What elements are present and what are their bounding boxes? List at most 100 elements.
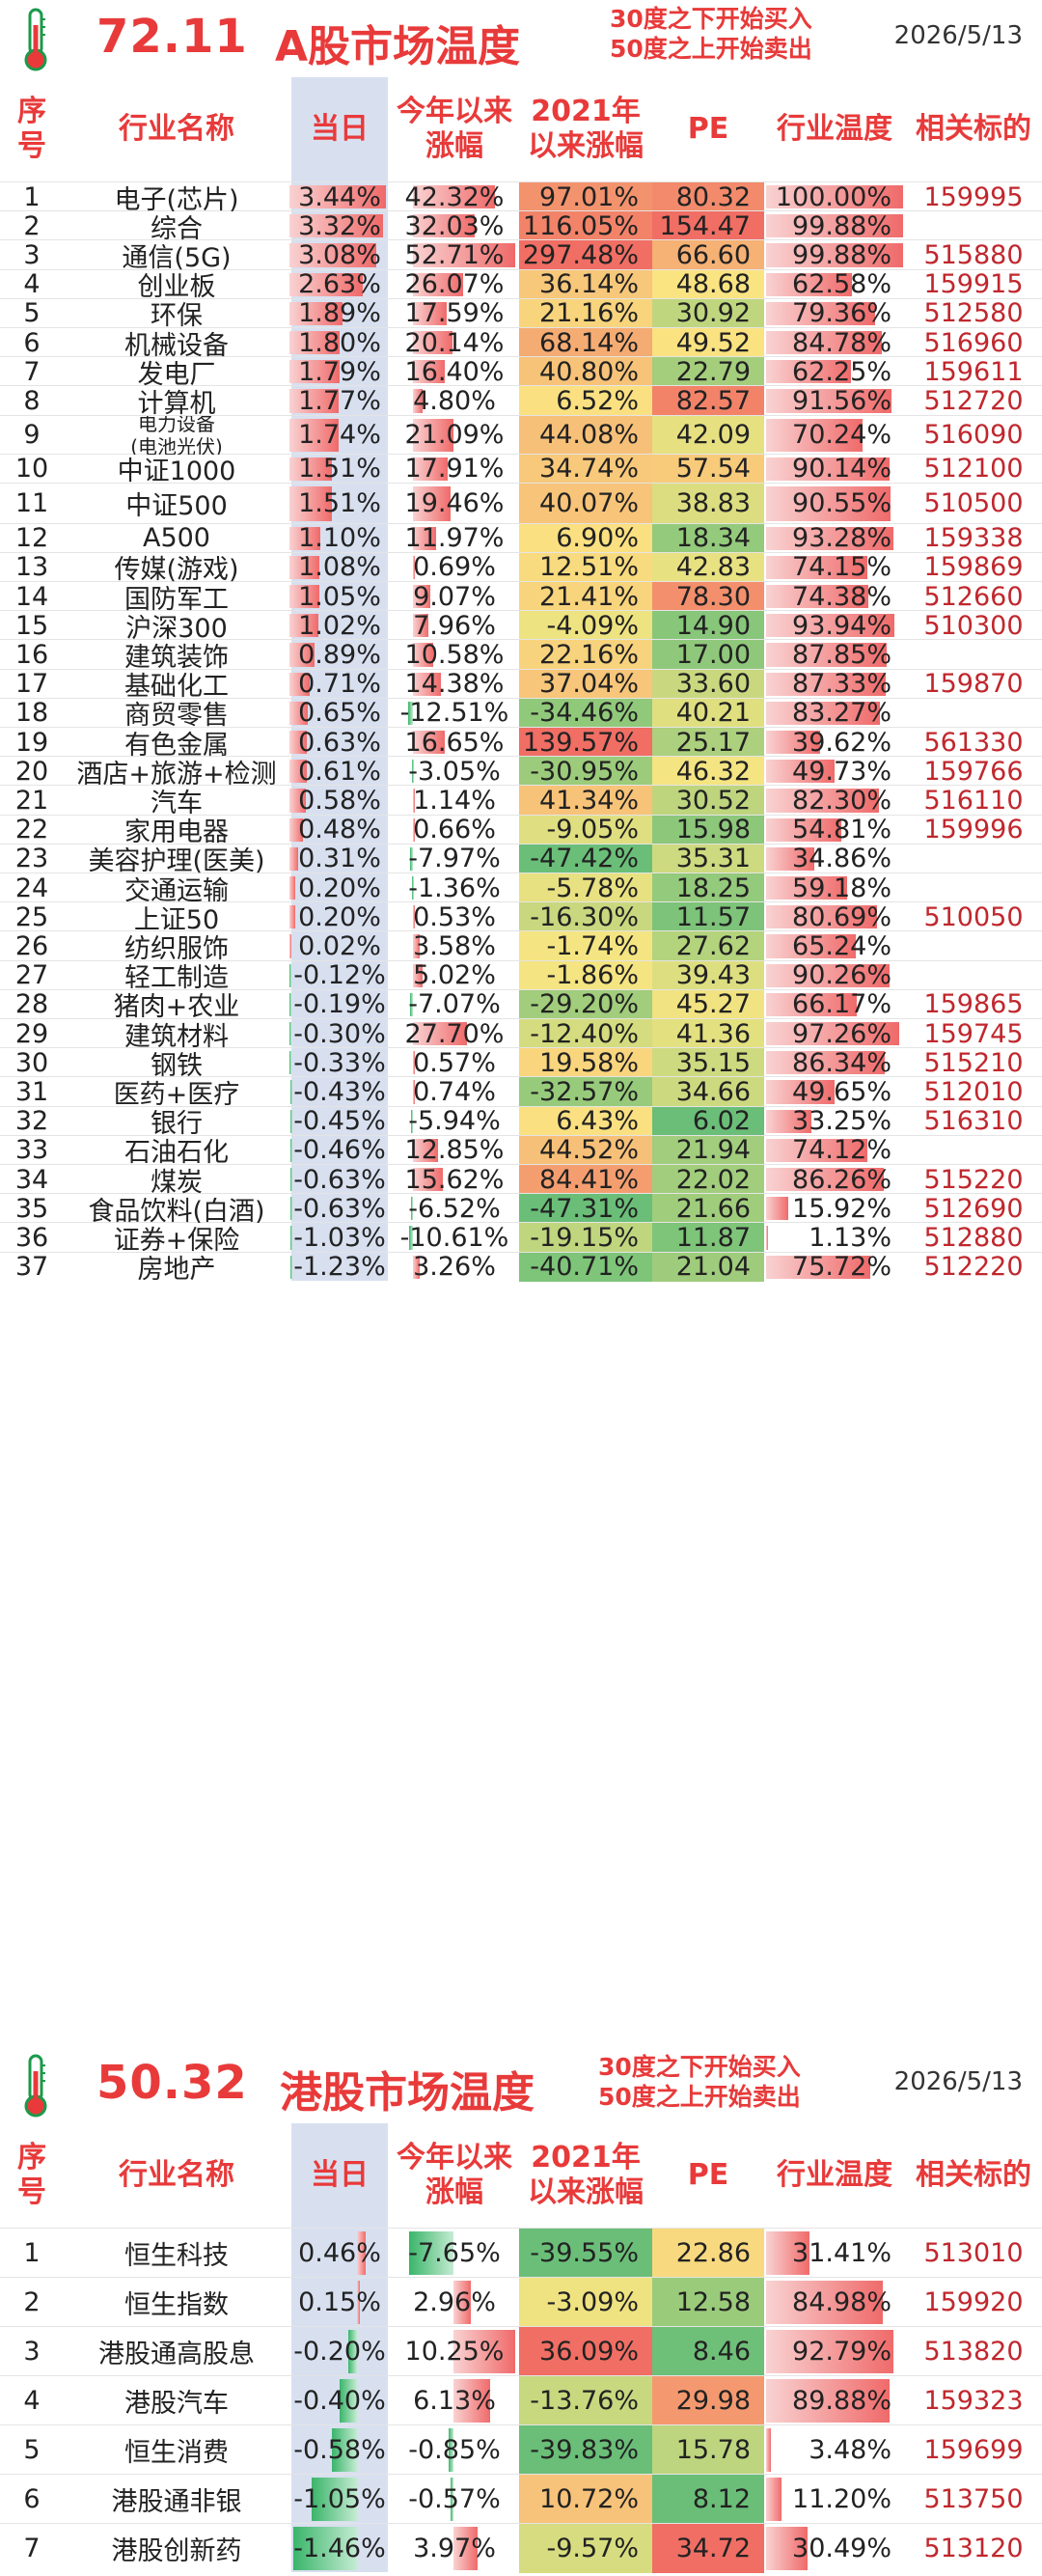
cell-ytd: 52.71%: [404, 240, 505, 270]
ytd-change-bar: [413, 555, 415, 579]
since2021-heat-cell: [519, 298, 652, 328]
since2021-heat-cell: [519, 1223, 652, 1253]
cell-heat: 1.13%: [809, 1223, 891, 1253]
cell-ytd: 14.38%: [404, 669, 505, 699]
cell-code: 512720: [923, 386, 1024, 416]
cell-since2021: 22.16%: [539, 640, 639, 670]
cell-day: 0.20%: [298, 902, 381, 932]
table-row: 8 计算机 1.77% 4.80% 6.52% 82.57 91.56% 512720: [0, 385, 1042, 416]
cell-pe: 17.00: [675, 640, 751, 670]
ytd-change-bar: [413, 905, 415, 929]
cell-idx: 8: [23, 386, 41, 416]
cell-heat: 75.72%: [792, 1252, 891, 1282]
cell-heat: 74.38%: [792, 582, 891, 612]
cell-heat: 90.55%: [792, 488, 891, 519]
rule-sell: 50度之上开始卖出: [598, 2083, 801, 2111]
since2021-heat-cell: [519, 2425, 652, 2475]
ytd-change-bar: [413, 585, 431, 609]
cell-name: 港股创新药: [111, 2536, 242, 2566]
market-title: A股市场温度: [275, 22, 521, 71]
cell-idx: 7: [23, 357, 41, 387]
day-change-bar: [289, 1080, 292, 1104]
cell-pe: 39.43: [675, 960, 751, 990]
pe-heat-cell: [652, 815, 764, 845]
ytd-change-bar: [410, 992, 413, 1016]
cell-heat: 100.00%: [775, 182, 891, 212]
cell-pe: 22.02: [675, 1165, 751, 1195]
cell-name: 煤炭: [151, 1167, 203, 1195]
cell-since2021: 139.57%: [522, 728, 639, 758]
industry-heat-bar: [766, 360, 852, 384]
cell-since2021: -13.76%: [530, 2386, 639, 2416]
ytd-change-bar: [410, 1109, 413, 1133]
header-ytd: 今年以来 涨幅: [397, 95, 512, 163]
cell-day: -0.12%: [293, 960, 386, 990]
cell-day: 1.08%: [298, 552, 381, 582]
pe-heat-cell: [652, 931, 764, 961]
cell-name: 银行: [151, 1109, 203, 1136]
cell-heat: 49.73%: [792, 757, 891, 787]
industry-heat-bar: [766, 185, 903, 209]
cell-code: 512690: [923, 1194, 1024, 1224]
since2021-heat-cell: [519, 960, 652, 990]
cell-code: 516110: [923, 786, 1024, 816]
cell-heat: 31.41%: [792, 2238, 891, 2268]
cell-pe: 82.57: [675, 386, 751, 416]
since2021-heat-cell: [519, 786, 652, 816]
cell-pe: 25.17: [675, 728, 751, 758]
table-row: 6 港股通非银 -1.05% -0.57% 10.72% 8.12 11.20% 513750: [0, 2474, 1042, 2524]
industry-heat-bar: [766, 643, 887, 667]
cell-pe: 41.36: [675, 1019, 751, 1049]
day-change-bar: [290, 1255, 293, 1279]
cell-idx: 30: [14, 1048, 49, 1078]
cell-ytd: 6.13%: [413, 2386, 496, 2416]
cell-ytd: 17.59%: [404, 298, 505, 328]
day-change-bar: [289, 614, 318, 638]
cell-name: 酒店+旅游+检测: [76, 759, 277, 787]
table-row: 15 沪深300 1.02% 7.96% -4.09% 14.90 93.94% 510300: [0, 610, 1042, 641]
day-change-bar: [289, 555, 320, 579]
pe-heat-cell: [652, 640, 764, 670]
ytd-change-bar: [413, 331, 452, 355]
table-row: 36 证券+保险 -1.03% -10.61% -19.15% 11.87 1.13% 512…: [0, 1222, 1042, 1253]
since2021-heat-cell: [519, 728, 652, 758]
cell-pe: 57.54: [675, 454, 751, 484]
day-change-bar: [289, 243, 376, 267]
industry-heat-bar: [766, 701, 881, 725]
industry-heat-bar: [766, 817, 841, 842]
cell-name: 纺织服饰: [124, 933, 229, 961]
ytd-change-bar: [413, 485, 452, 521]
since2021-heat-cell: [519, 2475, 652, 2524]
ytd-change-bar: [413, 1168, 444, 1192]
cell-since2021: 6.52%: [556, 386, 639, 416]
cell-code: [905, 211, 1042, 240]
cell-idx: 32: [14, 1106, 49, 1136]
rule-sell: 50度之上开始卖出: [610, 35, 812, 63]
cell-idx: 4: [23, 269, 41, 299]
day-change-bar: [289, 457, 332, 481]
cell-name: 恒生消费: [124, 2438, 229, 2468]
cell-since2021: -29.20%: [530, 989, 639, 1019]
since2021-heat-cell: [519, 454, 652, 484]
ytd-change-bar: [413, 672, 441, 696]
day-change-bar: [289, 876, 295, 900]
pe-heat-cell: [652, 2524, 764, 2573]
cell-since2021: -39.83%: [530, 2435, 639, 2465]
cell-code: 159869: [923, 552, 1024, 582]
pe-heat-cell: [652, 1019, 764, 1049]
cell-name: 建筑装饰: [124, 642, 229, 670]
cell-code: 159611: [923, 357, 1024, 387]
industry-heat-bar: [766, 846, 814, 871]
cell-heat: 33.25%: [792, 1106, 891, 1136]
pe-heat-cell: [652, 2278, 764, 2327]
cell-ytd: 5.02%: [413, 960, 496, 990]
day-change-bar: [289, 418, 339, 452]
cell-pe: 66.60: [675, 240, 751, 270]
cell-idx: 5: [23, 298, 41, 328]
since2021-heat-cell: [519, 2229, 652, 2278]
pe-heat-cell: [652, 523, 764, 553]
day-change-bar: [289, 934, 291, 958]
cell-day: 1.74%: [298, 420, 381, 451]
cell-code: [905, 961, 1042, 990]
day-change-bar: [289, 701, 308, 725]
